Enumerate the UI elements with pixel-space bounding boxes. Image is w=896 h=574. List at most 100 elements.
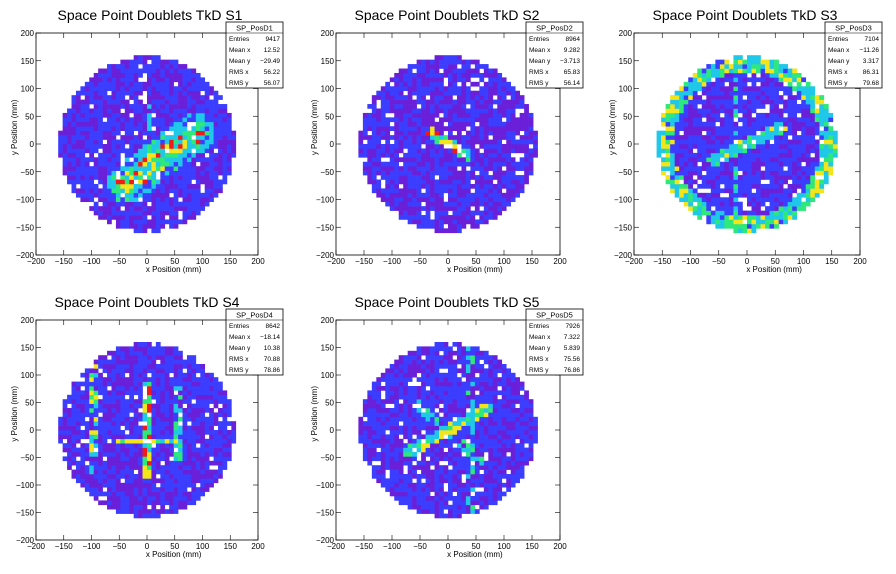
- heatmap-cell: [218, 447, 223, 453]
- heatmap-cell: [715, 157, 721, 163]
- heatmap-cell: [164, 157, 170, 163]
- heatmap-cell: [497, 144, 503, 149]
- heatmap-cell: [218, 469, 223, 475]
- heatmap-cell: [492, 135, 498, 140]
- heatmap-cell: [169, 161, 174, 167]
- heatmap-cell: [474, 112, 480, 118]
- heatmap-cell: [142, 509, 148, 514]
- heatmap-cell: [178, 456, 183, 462]
- heatmap-cell: [200, 104, 206, 109]
- heatmap-cell: [760, 64, 766, 69]
- heatmap-cell: [389, 474, 395, 479]
- heatmap-cell: [801, 108, 807, 114]
- y-tick-label: 0: [30, 140, 35, 149]
- heatmap-cell: [124, 197, 130, 203]
- heatmap-cell: [470, 108, 476, 114]
- heatmap-cell: [385, 104, 391, 109]
- heatmap-cell: [195, 108, 201, 114]
- heatmap-cell: [98, 210, 103, 216]
- heatmap-cell: [819, 170, 825, 176]
- heatmap-cell: [98, 430, 103, 435]
- heatmap-cell: [814, 117, 820, 123]
- heatmap-cell: [479, 157, 485, 163]
- heatmap-cell: [71, 183, 77, 189]
- heatmap-cell: [724, 117, 730, 123]
- heatmap-cell: [182, 447, 188, 453]
- heatmap-cell: [443, 104, 449, 109]
- heatmap-cell: [403, 81, 408, 87]
- heatmap-cell: [173, 359, 179, 365]
- heatmap-cell: [733, 166, 739, 171]
- heatmap-cell: [200, 130, 206, 136]
- heatmap-cell: [124, 438, 130, 444]
- heatmap-cell: [737, 77, 743, 83]
- heatmap-cell: [497, 72, 503, 78]
- heatmap-cell: [733, 130, 739, 136]
- heatmap-cell: [124, 434, 130, 440]
- heatmap-cell: [129, 421, 134, 426]
- heatmap-cell: [683, 95, 689, 100]
- heatmap-cell: [93, 148, 99, 154]
- heatmap-cell: [218, 152, 223, 158]
- heatmap-cell: [443, 55, 449, 60]
- heatmap-cell: [169, 474, 174, 479]
- heatmap-cell: [133, 346, 139, 352]
- heatmap-cell: [439, 223, 444, 229]
- heatmap-cell: [204, 394, 210, 400]
- heatmap-cell: [155, 478, 161, 484]
- heatmap-cell: [367, 117, 373, 123]
- heatmap-cell: [222, 130, 228, 136]
- heatmap-cell: [733, 72, 739, 78]
- heatmap-cell: [115, 368, 121, 374]
- heatmap-cell: [367, 135, 373, 140]
- heatmap-cell: [204, 460, 210, 466]
- heatmap-cell: [98, 188, 103, 194]
- heatmap-cell: [528, 157, 534, 163]
- heatmap-cell: [115, 364, 121, 369]
- heatmap-cell: [362, 399, 368, 404]
- heatmap-cell: [102, 500, 108, 506]
- heatmap-cell: [832, 139, 838, 145]
- y-tick-label: −150: [614, 223, 633, 232]
- heatmap-cell: [783, 206, 788, 211]
- heatmap-cell: [107, 192, 112, 198]
- heatmap-cell: [226, 144, 232, 149]
- heatmap-cell: [67, 447, 72, 453]
- heatmap-cell: [470, 90, 476, 96]
- heatmap-cell: [84, 408, 90, 413]
- heatmap-cell: [186, 496, 192, 501]
- heatmap-cell: [111, 152, 117, 158]
- heatmap-cell: [195, 394, 201, 400]
- heatmap-cell: [204, 201, 210, 207]
- heatmap-cell: [430, 148, 435, 154]
- heatmap-cell: [765, 99, 770, 105]
- heatmap-cell: [164, 135, 170, 140]
- y-tick-label: −100: [614, 196, 633, 205]
- heatmap-cell: [182, 500, 188, 506]
- heatmap-cell: [160, 496, 166, 501]
- heatmap-cell: [80, 408, 86, 413]
- heatmap-cell: [783, 126, 788, 131]
- heatmap-cell: [218, 135, 223, 140]
- heatmap-cell: [173, 500, 179, 506]
- heatmap-cell: [443, 206, 449, 211]
- heatmap-cell: [80, 482, 86, 488]
- heatmap-cell: [133, 175, 139, 180]
- heatmap-cell: [160, 368, 166, 374]
- heatmap-cell: [133, 438, 139, 444]
- heatmap-cell: [524, 117, 529, 123]
- heatmap-cell: [394, 166, 400, 171]
- heatmap-cell: [147, 121, 152, 127]
- heatmap-cell: [688, 144, 694, 149]
- heatmap-cell: [728, 72, 734, 78]
- heatmap-cell: [515, 179, 520, 185]
- heatmap-cell: [120, 474, 126, 479]
- y-tick-label: 200: [21, 316, 35, 325]
- heatmap-cell: [774, 108, 779, 114]
- heatmap-cell: [182, 412, 188, 418]
- heatmap-cell: [124, 81, 130, 87]
- heatmap-cell: [783, 201, 788, 207]
- heatmap-cell: [178, 386, 183, 391]
- heatmap-cell: [151, 81, 157, 87]
- heatmap-cell: [456, 175, 462, 180]
